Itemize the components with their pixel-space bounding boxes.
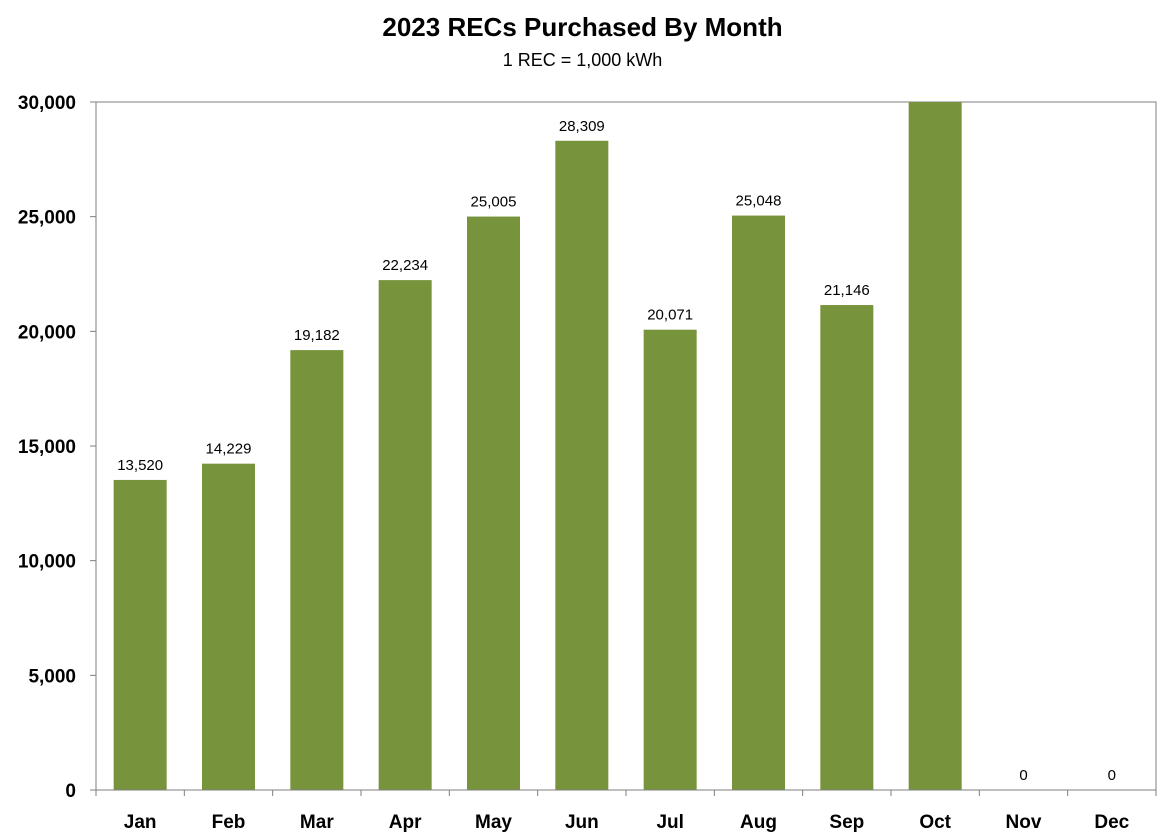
data-label-may: 25,005 bbox=[471, 194, 517, 211]
bar-may bbox=[467, 216, 520, 790]
data-label-sep: 21,146 bbox=[824, 282, 870, 299]
data-label-feb: 14,229 bbox=[206, 441, 252, 458]
data-label-jan: 13,520 bbox=[117, 457, 163, 474]
y-tick-label: 20,000 bbox=[18, 322, 76, 343]
x-tick-label-sep: Sep bbox=[829, 812, 864, 833]
bar-jun bbox=[555, 140, 609, 790]
data-label-dec: 0 bbox=[1108, 767, 1116, 784]
bar-oct bbox=[908, 102, 962, 790]
x-tick-label-nov: Nov bbox=[1006, 812, 1042, 833]
bar-jul bbox=[643, 329, 697, 790]
data-label-apr: 22,234 bbox=[382, 257, 428, 274]
x-tick-label-may: May bbox=[475, 812, 512, 833]
bar-jan bbox=[113, 479, 167, 790]
x-tick-label-mar: Mar bbox=[300, 812, 334, 833]
x-tick-label-feb: Feb bbox=[212, 812, 246, 833]
y-tick-label: 25,000 bbox=[18, 208, 76, 229]
y-tick-label: 30,000 bbox=[18, 93, 76, 114]
x-tick-label-jul: Jul bbox=[656, 812, 683, 833]
x-tick-label-aug: Aug bbox=[740, 812, 777, 833]
bar-sep bbox=[820, 305, 874, 790]
y-tick-label: 10,000 bbox=[18, 552, 76, 573]
x-tick-label-dec: Dec bbox=[1094, 812, 1129, 833]
bar-feb bbox=[202, 463, 255, 790]
data-label-mar: 19,182 bbox=[294, 327, 340, 344]
y-tick-label: 5,000 bbox=[28, 666, 76, 687]
chart-title: 2023 RECs Purchased By Month bbox=[382, 12, 783, 42]
data-label-jul: 20,071 bbox=[647, 307, 693, 324]
data-label-jun: 28,309 bbox=[559, 118, 605, 135]
x-tick-label-jan: Jan bbox=[124, 812, 157, 833]
y-tick-label: 0 bbox=[65, 781, 76, 802]
x-tick-label-apr: Apr bbox=[389, 812, 422, 833]
chart-subtitle: 1 REC = 1,000 kWh bbox=[502, 50, 663, 70]
x-tick-label-oct: Oct bbox=[919, 812, 951, 833]
data-label-nov: 0 bbox=[1019, 767, 1027, 784]
data-label-aug: 25,048 bbox=[736, 193, 782, 210]
bar-apr bbox=[378, 280, 432, 790]
bar-aug bbox=[732, 215, 785, 791]
bar-mar bbox=[290, 350, 344, 790]
y-tick-label: 15,000 bbox=[18, 437, 76, 458]
x-tick-label-jun: Jun bbox=[565, 812, 599, 833]
